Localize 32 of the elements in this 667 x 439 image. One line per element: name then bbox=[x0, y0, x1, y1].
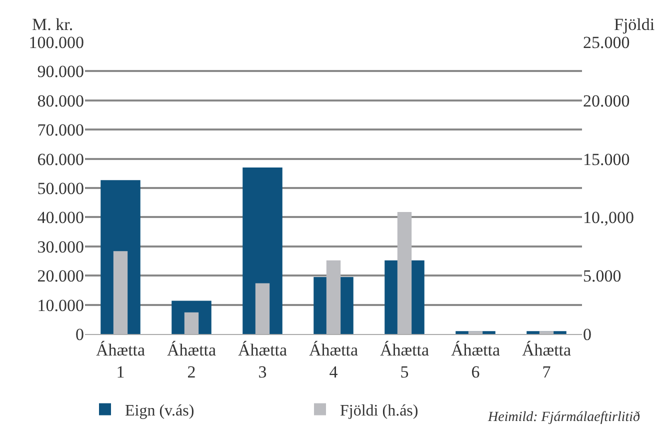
y2-tick-label: 5.000 bbox=[583, 266, 622, 286]
y-tick-label: 90.000 bbox=[37, 62, 84, 82]
y2-tick-label: 10.,000 bbox=[583, 208, 634, 228]
legend-label: Fjöldi (h.ás) bbox=[340, 402, 418, 420]
y-tick-label: 20.000 bbox=[37, 266, 84, 286]
legend-label: Eign (v.ás) bbox=[125, 402, 194, 420]
y2-tick-label: 15.000 bbox=[583, 150, 630, 169]
y-axis-title: M. kr. bbox=[32, 15, 74, 34]
x-tick-label: Áhætta 7 bbox=[522, 340, 572, 382]
text: Heimild: Fjármálaeftirlitið bbox=[487, 410, 640, 425]
x-tick-label: Áhætta 6 bbox=[450, 340, 501, 382]
x-tick-label: Áhætta 1 bbox=[96, 340, 146, 382]
y-tick-label: 60.000 bbox=[37, 150, 84, 169]
y-tick-label: 100.000 bbox=[28, 32, 84, 52]
y-tick-label: 10.000 bbox=[37, 296, 84, 315]
bar bbox=[184, 312, 199, 334]
x-tick-label: Áhætta 2 bbox=[166, 340, 217, 382]
y-tick-label: 80.000 bbox=[37, 91, 84, 110]
y2-tick-label: 0 bbox=[583, 324, 592, 344]
x-tick-label: Áhætta 5 bbox=[380, 340, 430, 382]
y-tick-label: 30.000 bbox=[37, 237, 84, 256]
x-tick-label: Áhætta 4 bbox=[308, 340, 359, 382]
bar bbox=[113, 251, 128, 334]
y-tick-label: 50.000 bbox=[37, 178, 84, 198]
y-tick-label: 40.000 bbox=[37, 208, 84, 228]
y2-tick-label: 20.000 bbox=[583, 91, 630, 110]
x-tick-label: Áhætta 3 bbox=[238, 340, 288, 382]
y-tick-label: 0 bbox=[76, 324, 84, 344]
y2-tick-label: 25.000 bbox=[583, 32, 630, 52]
y-tick-label: 70.000 bbox=[37, 120, 84, 140]
y2-axis-title: Fjöldi bbox=[614, 15, 655, 34]
bar bbox=[255, 283, 270, 334]
